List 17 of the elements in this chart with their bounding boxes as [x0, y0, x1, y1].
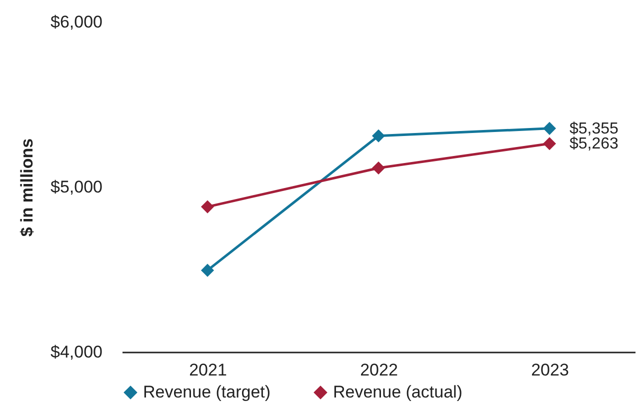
y-tick-label: $5,000: [50, 178, 102, 196]
point: [200, 200, 214, 214]
point: [542, 137, 556, 150]
y-tick-label: $4,000: [50, 342, 102, 362]
point: [200, 264, 214, 277]
y-axis-title: $ in millions: [18, 138, 37, 237]
legend-label: Revenue (actual): [333, 382, 462, 402]
x-tick-label: 2022: [360, 360, 398, 380]
data-label: $5,355: [570, 120, 619, 138]
point: [372, 129, 386, 142]
x-tick-label: 2023: [531, 360, 569, 380]
point: [542, 122, 556, 135]
x-tick-label: 2021: [189, 360, 227, 380]
point: [372, 162, 386, 175]
y-tick-label: $6,000: [50, 12, 102, 32]
legend-label: Revenue (target): [143, 382, 271, 402]
data-label: $5,263: [570, 136, 619, 153]
